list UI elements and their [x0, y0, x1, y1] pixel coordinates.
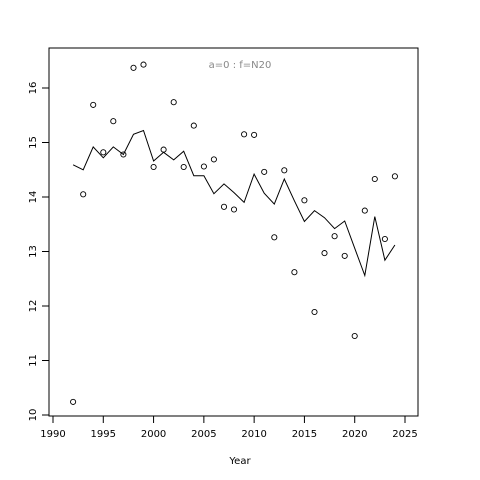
y-tick-label: 10	[28, 409, 39, 422]
fitted-line-series	[72, 129, 396, 278]
y-tick-label: 15	[28, 136, 39, 149]
x-tick-label: 1995	[91, 429, 116, 440]
data-point	[140, 61, 147, 68]
data-point	[321, 250, 328, 257]
data-point	[230, 206, 238, 213]
data-point	[80, 191, 87, 198]
fitted-line	[72, 129, 396, 278]
x-tick-label: 2000	[141, 429, 166, 440]
data-point	[371, 175, 378, 183]
x-tick-label: 2015	[292, 429, 317, 440]
x-axis: 1990 1995 2000 2005 2010 2015 2020 2025	[40, 415, 418, 440]
data-point	[210, 156, 217, 163]
x-tick-label: 2010	[241, 429, 266, 440]
observed-points-series	[70, 61, 398, 405]
data-point	[341, 252, 348, 259]
data-point	[291, 269, 298, 276]
y-tick-label: 16	[28, 82, 39, 95]
data-point	[200, 163, 207, 170]
data-point	[281, 167, 288, 174]
data-point	[311, 308, 318, 316]
y-tick-label: 14	[28, 191, 39, 204]
data-point	[160, 146, 167, 153]
data-point	[331, 233, 338, 240]
data-point	[180, 163, 187, 171]
data-point	[110, 118, 117, 125]
y-tick-label: 12	[28, 300, 39, 313]
data-point	[261, 168, 268, 175]
data-point	[351, 332, 358, 340]
data-point	[130, 64, 137, 71]
x-axis-label: Year	[228, 456, 251, 467]
data-point	[90, 101, 97, 108]
data-point	[271, 234, 278, 241]
x-tick-label: 2025	[392, 429, 417, 440]
chart-annotation: a=0 : f=N20	[209, 60, 272, 71]
x-tick-label: 2020	[342, 429, 367, 440]
data-point	[381, 235, 388, 243]
y-tick-label: 11	[28, 354, 39, 367]
plot-frame	[48, 47, 419, 417]
y-tick-label: 13	[28, 245, 39, 258]
data-point	[251, 131, 258, 138]
x-tick-label: 2005	[191, 429, 216, 440]
data-point	[70, 398, 77, 405]
x-tick-label: 1990	[40, 429, 65, 440]
y-axis: 10 11 12 13 14 15 16	[28, 82, 50, 422]
data-point	[220, 203, 228, 210]
data-point	[241, 131, 248, 138]
data-point	[301, 197, 308, 204]
data-point	[100, 149, 107, 156]
data-point	[391, 173, 398, 180]
data-point	[190, 122, 197, 129]
data-point	[150, 163, 157, 171]
data-point	[361, 207, 368, 214]
data-point	[170, 99, 177, 106]
data-point	[120, 151, 127, 158]
